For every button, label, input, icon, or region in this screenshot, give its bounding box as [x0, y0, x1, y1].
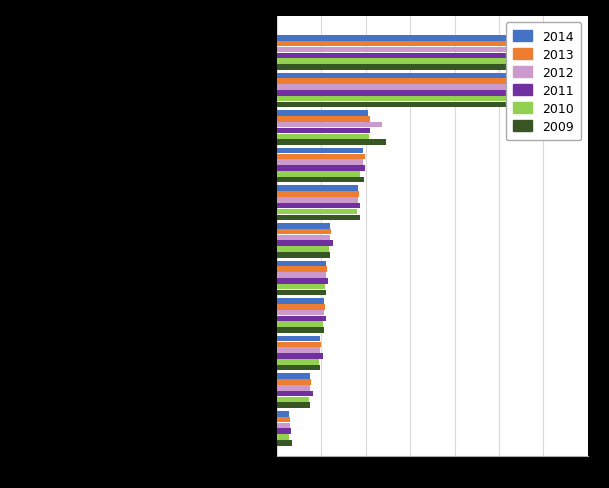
Bar [277, 198, 358, 203]
Bar [277, 403, 311, 408]
Bar [277, 342, 322, 347]
Bar [277, 59, 569, 65]
Bar [277, 80, 561, 85]
Bar [277, 440, 292, 446]
Bar [277, 391, 312, 397]
Bar [277, 134, 369, 140]
Bar [277, 148, 362, 154]
Bar [277, 423, 290, 428]
Bar [277, 417, 290, 423]
Bar [277, 428, 291, 434]
Bar [277, 285, 325, 290]
Bar [277, 48, 568, 53]
Bar [277, 273, 326, 278]
Bar [277, 299, 324, 304]
Bar [277, 53, 568, 59]
Bar [277, 365, 320, 371]
Bar [277, 117, 370, 122]
Bar [277, 42, 570, 47]
Bar [277, 160, 362, 165]
Bar [277, 178, 364, 183]
Bar [277, 97, 559, 102]
Bar [277, 128, 370, 134]
Bar [277, 74, 559, 79]
Bar [277, 247, 329, 252]
Bar [277, 353, 323, 359]
Bar [277, 267, 327, 272]
Bar [277, 411, 289, 417]
Bar [277, 290, 326, 296]
Bar [277, 154, 365, 160]
Bar [277, 305, 325, 310]
Bar [277, 359, 319, 365]
Bar [277, 140, 386, 145]
Bar [277, 224, 330, 229]
Bar [277, 203, 361, 209]
Bar [277, 111, 368, 117]
Bar [277, 261, 326, 266]
Bar [277, 91, 558, 97]
Bar [277, 192, 359, 197]
Bar [277, 166, 365, 171]
Bar [277, 235, 330, 241]
Bar [277, 434, 289, 440]
Bar [277, 397, 309, 403]
Bar [277, 327, 324, 333]
Bar [277, 348, 320, 353]
Bar [277, 36, 570, 41]
Bar [277, 229, 331, 235]
Bar [277, 215, 361, 221]
Bar [277, 316, 326, 322]
Bar [277, 85, 557, 91]
Legend: 2014, 2013, 2012, 2011, 2010, 2009: 2014, 2013, 2012, 2011, 2010, 2009 [506, 23, 582, 141]
Bar [277, 380, 311, 385]
Bar [277, 385, 311, 391]
Bar [277, 122, 382, 128]
Bar [277, 186, 358, 192]
Bar [277, 241, 333, 246]
Bar [277, 253, 330, 258]
Bar [277, 209, 357, 215]
Bar [277, 374, 311, 379]
Bar [277, 65, 573, 71]
Bar [277, 336, 320, 342]
Bar [277, 310, 324, 316]
Bar [277, 102, 562, 108]
Bar [277, 322, 323, 327]
Bar [277, 279, 328, 284]
Bar [277, 172, 361, 177]
